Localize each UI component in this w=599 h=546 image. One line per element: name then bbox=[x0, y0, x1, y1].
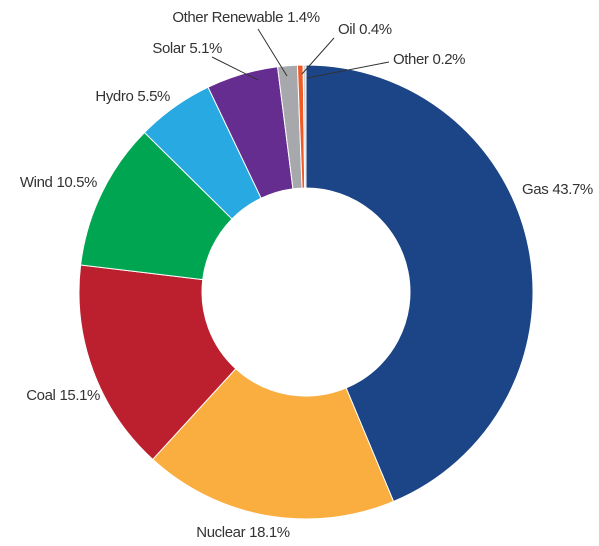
slice-label: Nuclear 18.1% bbox=[196, 524, 289, 541]
label-name: Oil bbox=[338, 21, 355, 38]
label-value: 43.7% bbox=[552, 181, 593, 198]
label-value: 0.4% bbox=[359, 21, 392, 38]
label-value: 15.1% bbox=[59, 387, 100, 404]
label-value: 5.5% bbox=[137, 88, 170, 105]
label-name: Nuclear bbox=[196, 524, 245, 541]
slice bbox=[151, 367, 395, 520]
label-name: Other Renewable bbox=[172, 9, 283, 26]
leader-line bbox=[211, 56, 259, 81]
leader-line bbox=[301, 37, 335, 75]
slice-label: Solar 5.1% bbox=[152, 40, 222, 57]
label-name: Other bbox=[393, 51, 429, 68]
label-name: Hydro bbox=[95, 88, 133, 105]
leader-line bbox=[306, 61, 390, 79]
label-name: Gas bbox=[522, 181, 548, 198]
label-value: 1.4% bbox=[287, 9, 320, 26]
leader-line bbox=[257, 28, 288, 77]
slice-label: Other Renewable 1.4% bbox=[172, 9, 319, 26]
slice-label: Gas 43.7% bbox=[522, 181, 593, 198]
slice bbox=[305, 64, 534, 503]
slice-label: Wind 10.5% bbox=[20, 174, 97, 191]
slice bbox=[78, 264, 237, 461]
slice-label: Other 0.2% bbox=[393, 51, 465, 68]
label-name: Coal bbox=[26, 387, 55, 404]
label-name: Solar bbox=[152, 40, 185, 57]
slice-label: Hydro 5.5% bbox=[95, 88, 170, 105]
slice bbox=[302, 64, 307, 189]
label-name: Wind bbox=[20, 174, 53, 191]
slice-label: Coal 15.1% bbox=[26, 387, 100, 404]
label-value: 5.1% bbox=[189, 40, 222, 57]
slice-label: Oil 0.4% bbox=[338, 21, 392, 38]
label-value: 18.1% bbox=[249, 524, 290, 541]
label-value: 0.2% bbox=[433, 51, 466, 68]
label-value: 10.5% bbox=[56, 174, 97, 191]
